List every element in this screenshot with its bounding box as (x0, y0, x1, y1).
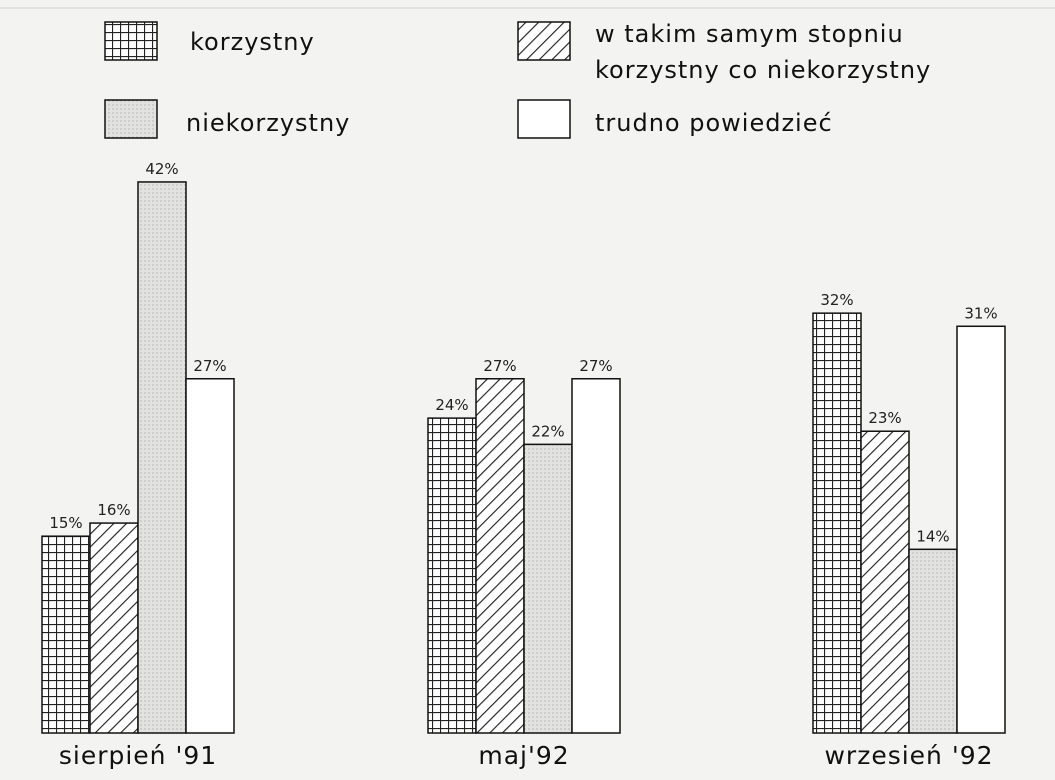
value-label: 16% (97, 501, 130, 519)
legend-swatch (104, 99, 158, 139)
legend-label: w takim samym stopniu korzystny co nieko… (595, 20, 932, 84)
bar (475, 378, 525, 734)
bar (908, 548, 958, 734)
value-label: 24% (435, 396, 468, 414)
value-label: 15% (49, 514, 82, 532)
bar (860, 430, 910, 734)
legend-swatch (104, 21, 158, 61)
value-label: 23% (868, 409, 901, 427)
legend-label: niekorzystny (186, 109, 351, 137)
bar (812, 312, 862, 734)
bar (427, 417, 477, 734)
value-label: 27% (193, 357, 226, 375)
x-tick-label: maj'92 (478, 741, 569, 770)
value-label: 42% (145, 160, 178, 178)
x-tick-label: wrzesień '92 (824, 741, 993, 770)
value-label: 14% (916, 527, 949, 545)
legend-label: korzystny (190, 28, 315, 56)
value-label: 31% (964, 304, 997, 322)
bar (571, 378, 621, 734)
value-label: 32% (820, 291, 853, 309)
bar (89, 522, 139, 734)
legend-swatch (517, 21, 571, 61)
value-label: 22% (531, 422, 564, 440)
bar (137, 181, 187, 734)
x-tick-label: sierpień '91 (59, 741, 217, 770)
legend-label: trudno powiedzieć (595, 109, 833, 137)
bar (523, 443, 573, 734)
value-label: 27% (579, 357, 612, 375)
bar (956, 325, 1006, 734)
legend-swatch (517, 99, 571, 139)
bar (185, 378, 235, 734)
bar (41, 535, 91, 734)
value-label: 27% (483, 357, 516, 375)
